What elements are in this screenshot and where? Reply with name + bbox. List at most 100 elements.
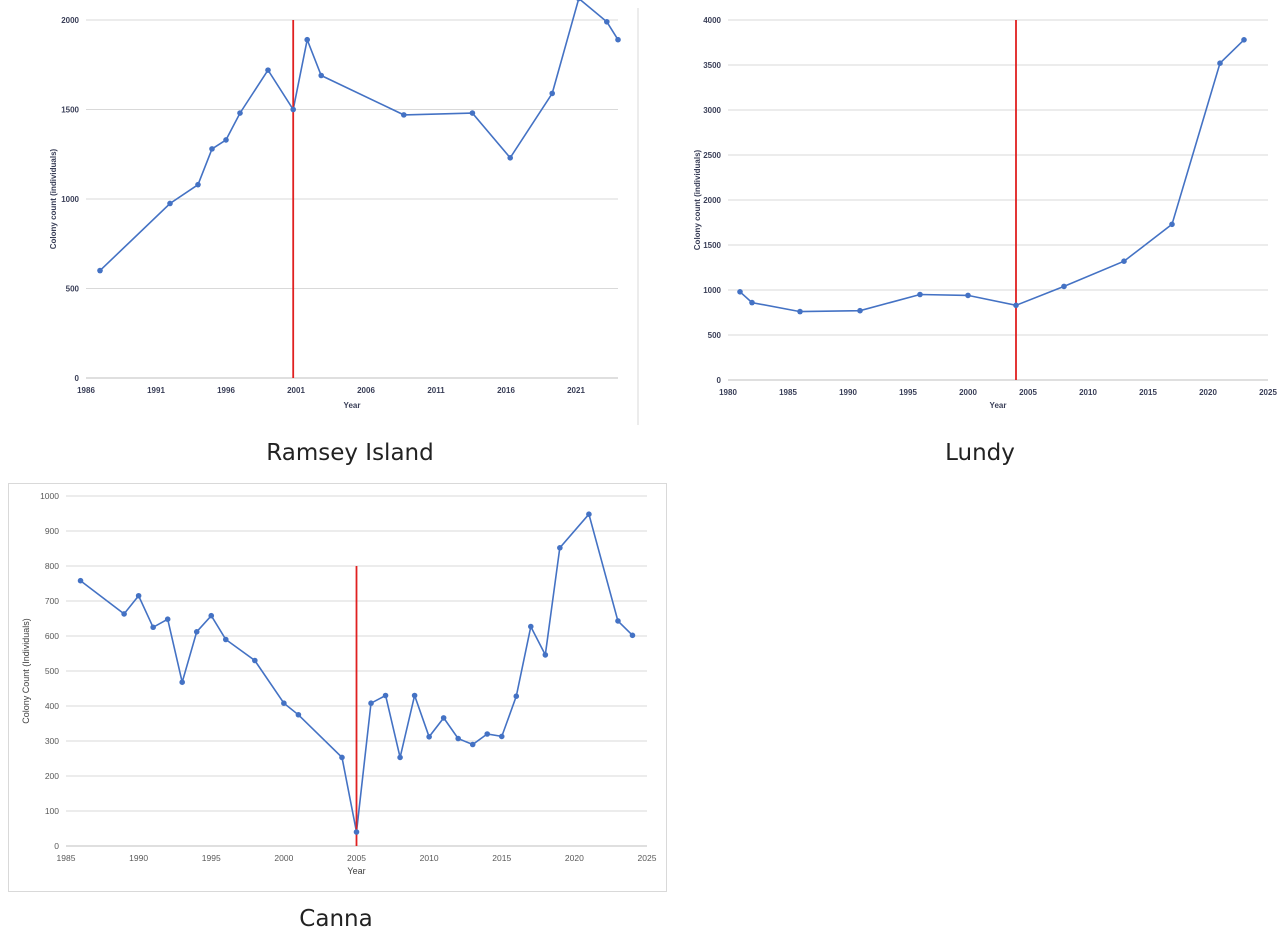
canna-x-tick-label: 1995 xyxy=(202,853,221,863)
lundy-y-tick-label: 2000 xyxy=(703,196,721,205)
lundy-chart: 0 500 1000 1500 2000 2500 3000 3500 4000 1980 1985… xyxy=(693,16,1277,410)
canna-y-axis-title: Colony Count (Individuals) xyxy=(21,618,31,724)
ramsey-x-tick-label: 2011 xyxy=(427,386,445,395)
canna-data-point xyxy=(469,741,476,748)
lundy-data-point xyxy=(737,289,743,295)
canna-data-point xyxy=(135,592,142,599)
ramsey-data-point xyxy=(576,0,582,2)
lundy-x-tick-label: 2015 xyxy=(1139,388,1157,397)
ramsey-data-point xyxy=(195,181,201,188)
lundy-y-tick-label: 0 xyxy=(717,376,722,385)
lundy-y-tick-label: 1500 xyxy=(703,241,721,250)
canna-x-tick-label: 2020 xyxy=(565,853,584,863)
lundy-y-tick-label: 4000 xyxy=(703,16,721,25)
ramsey-x-tick-label: 1986 xyxy=(77,386,95,395)
ramsey-x-tick-label: 2021 xyxy=(567,386,585,395)
lundy-x-tick-label: 1995 xyxy=(899,388,917,397)
ramsey-data-point xyxy=(318,72,325,79)
ramsey-data-point xyxy=(167,200,173,207)
lundy-x-tick-label: 1985 xyxy=(779,388,797,397)
canna-data-point xyxy=(150,624,156,631)
canna-data-point xyxy=(484,731,491,737)
ramsey-data-point xyxy=(209,146,215,152)
canna-data-point xyxy=(339,754,345,761)
canna-data-point xyxy=(513,693,520,699)
canna-data-point xyxy=(397,754,403,761)
canna-x-tick-label: 1985 xyxy=(57,853,76,863)
canna-data-point xyxy=(193,629,200,635)
canna-y-tick-label: 1000 xyxy=(40,491,59,501)
lundy-x-axis-title: Year xyxy=(990,401,1007,410)
canna-data-point xyxy=(455,735,461,742)
ramsey-data-point xyxy=(304,36,311,43)
lundy-y-tick-label: 3000 xyxy=(703,106,721,115)
ramsey-data-point xyxy=(507,155,513,161)
ramsey-data-point xyxy=(290,106,297,113)
ramsey-data-point xyxy=(549,90,555,97)
ramsey-y-tick-label: 0 xyxy=(75,374,80,383)
ramsey-data-point xyxy=(469,110,476,116)
canna-x-axis-title: Year xyxy=(347,866,365,876)
canna-data-point xyxy=(179,679,185,685)
ramsey-x-axis-title: Year xyxy=(344,401,361,410)
lundy-data-point xyxy=(1061,283,1067,290)
lundy-data-point xyxy=(917,291,923,298)
canna-y-tick-label: 100 xyxy=(45,806,59,816)
canna-data-point xyxy=(382,692,389,699)
canna-y-tick-label: 700 xyxy=(45,596,59,606)
ramsey-data-point xyxy=(604,18,610,25)
ramsey-y-tick-label: 500 xyxy=(66,285,80,294)
ramsey-chart: 0 500 1000 1500 2000 1986 1991 1996 2001 2006 2011… xyxy=(49,0,639,425)
lundy-data-point xyxy=(1013,302,1019,309)
lundy-series-line xyxy=(739,39,1245,313)
canna-data-point xyxy=(281,700,287,706)
ramsey-y-tick-label: 1000 xyxy=(61,195,79,204)
canna-data-point xyxy=(542,652,549,658)
lundy-data-point xyxy=(965,292,971,299)
ramsey-series-line xyxy=(99,0,619,272)
ramsey-x-tick-label: 1996 xyxy=(217,386,235,395)
canna-y-tick-label: 600 xyxy=(45,631,59,641)
canna-data-point xyxy=(440,715,447,721)
lundy-y-tick-label: 2500 xyxy=(703,151,721,160)
canna-y-tick-label: 300 xyxy=(45,736,59,746)
canna-data-point xyxy=(208,612,215,619)
canna-data-point xyxy=(586,511,592,517)
lundy-x-tick-label: 2025 xyxy=(1259,388,1277,397)
ramsey-panel: 0 500 1000 1500 2000 1986 1991 1996 2001 2006 2011… xyxy=(0,0,640,430)
ramsey-x-tick-label: 2016 xyxy=(497,386,515,395)
canna-caption: Canna xyxy=(299,906,373,932)
canna-panel: 0 100 200 300 400 500 600 700 800 900 1000 1985 1990… xyxy=(8,483,667,892)
ramsey-data-point xyxy=(237,110,243,116)
lundy-x-tick-label: 1980 xyxy=(719,388,737,397)
lundy-y-axis-title: Colony count (individuals) xyxy=(693,149,702,250)
lundy-x-tick-label: 2020 xyxy=(1199,388,1217,397)
canna-x-tick-label: 2005 xyxy=(347,853,366,863)
canna-y-tick-label: 200 xyxy=(45,771,59,781)
canna-data-point xyxy=(498,733,505,740)
ramsey-caption: Ramsey Island xyxy=(266,440,434,466)
lundy-y-tick-label: 1000 xyxy=(703,286,721,295)
canna-data-point xyxy=(252,657,258,664)
lundy-data-point xyxy=(1217,60,1223,66)
canna-x-tick-label: 2015 xyxy=(492,853,511,863)
canna-y-tick-label: 500 xyxy=(45,666,59,676)
ramsey-x-tick-label: 1991 xyxy=(147,386,165,395)
lundy-caption: Lundy xyxy=(945,440,1015,466)
canna-chart: 0 100 200 300 400 500 600 700 800 900 1000 1985 1990… xyxy=(21,491,657,876)
canna-data-point xyxy=(426,734,432,740)
lundy-panel: 0 500 1000 1500 2000 2500 3000 3500 4000 1980 1985… xyxy=(660,0,1282,430)
ramsey-x-tick-label: 2001 xyxy=(287,386,305,395)
canna-data-point xyxy=(164,616,171,622)
lundy-x-tick-label: 2010 xyxy=(1079,388,1097,397)
ramsey-y-tick-label: 2000 xyxy=(61,16,79,25)
canna-data-point xyxy=(121,611,127,617)
lundy-x-tick-label: 2000 xyxy=(959,388,977,397)
canna-x-tick-label: 2025 xyxy=(638,853,657,863)
canna-data-point xyxy=(557,545,563,551)
canna-x-tick-label: 1990 xyxy=(129,853,148,863)
canna-y-tick-label: 800 xyxy=(45,561,59,571)
lundy-y-tick-label: 3500 xyxy=(703,61,721,70)
lundy-data-point xyxy=(1241,37,1247,43)
canna-data-point xyxy=(411,692,418,699)
